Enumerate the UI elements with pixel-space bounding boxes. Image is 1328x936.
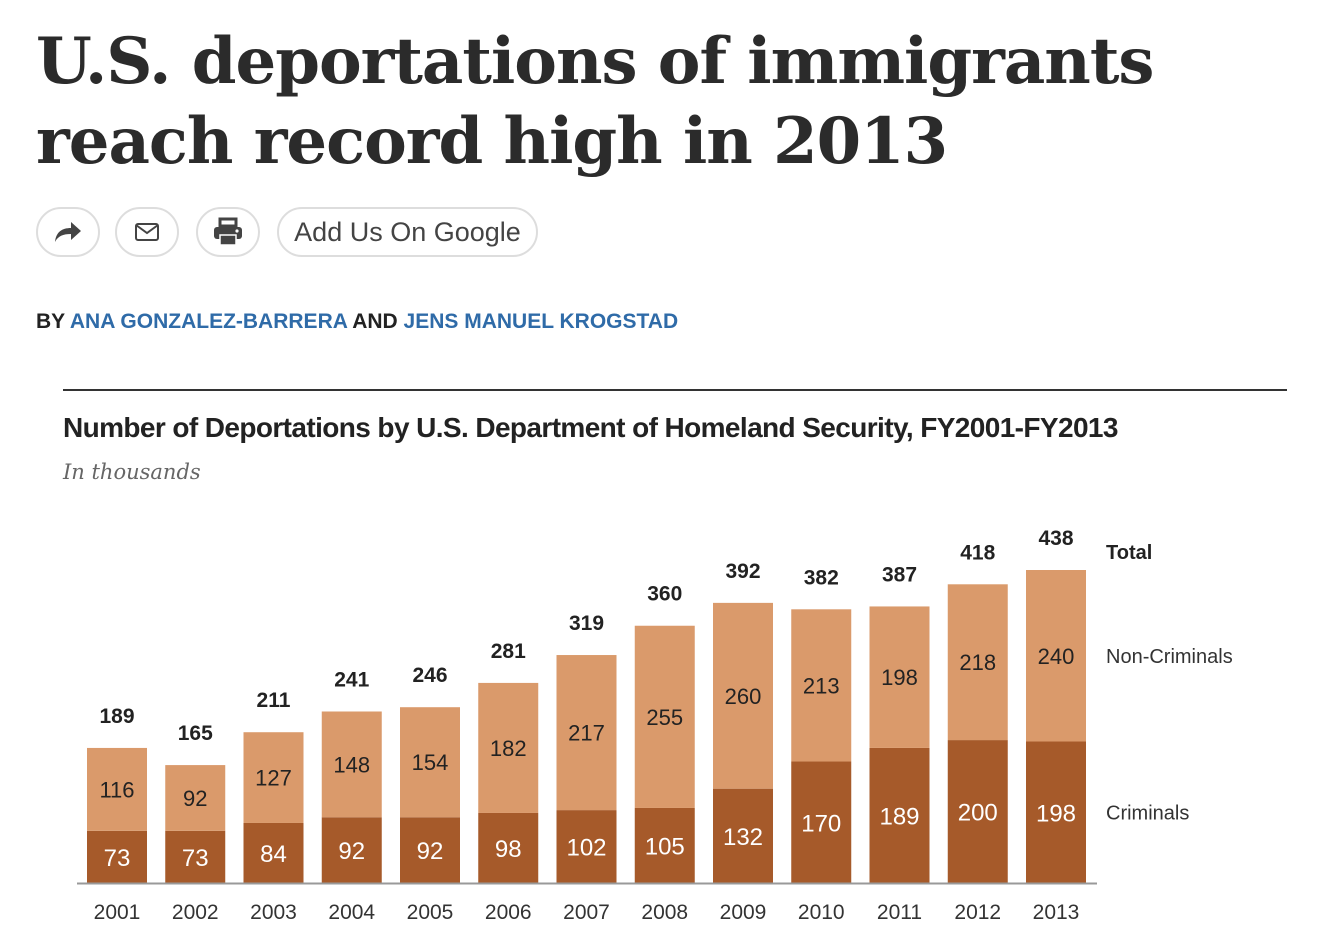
label-non-criminals: 218 bbox=[959, 650, 996, 675]
label-total: 211 bbox=[257, 689, 291, 712]
bar-criminals bbox=[321, 817, 382, 883]
bar-criminals bbox=[87, 830, 147, 883]
x-tick-label: 2012 bbox=[954, 901, 1001, 924]
label-non-criminals: 154 bbox=[412, 750, 449, 775]
label-non-criminals: 217 bbox=[568, 721, 605, 746]
x-tick-label: 2002 bbox=[172, 901, 219, 924]
bar-non-criminals bbox=[947, 584, 1008, 741]
label-non-criminals: 127 bbox=[255, 766, 292, 791]
bar-criminals bbox=[869, 747, 930, 883]
label-criminals: 92 bbox=[338, 838, 365, 865]
x-tick-label: 2013 bbox=[1033, 901, 1080, 924]
x-tick-label: 2005 bbox=[407, 901, 454, 924]
label-criminals: 73 bbox=[104, 845, 131, 872]
article-title: U.S. deportations of immigrants reach re… bbox=[36, 24, 1154, 179]
bar-non-criminals bbox=[869, 606, 930, 748]
bar-non-criminals bbox=[478, 682, 539, 813]
byline-by: BY bbox=[36, 310, 65, 333]
label-total: 438 bbox=[1038, 527, 1073, 550]
email-button[interactable] bbox=[115, 207, 179, 257]
label-non-criminals: 148 bbox=[333, 752, 370, 777]
bar-non-criminals bbox=[1026, 570, 1086, 742]
bar-non-criminals bbox=[556, 655, 617, 811]
x-tick-label: 2006 bbox=[485, 901, 532, 924]
x-tick-label: 2004 bbox=[328, 901, 375, 924]
label-criminals: 170 bbox=[801, 810, 841, 837]
bar-criminals bbox=[634, 807, 695, 883]
author-link-1[interactable]: ANA GONZALEZ-BARRERA bbox=[69, 310, 348, 333]
label-non-criminals: 240 bbox=[1038, 644, 1075, 669]
legend-non-criminals: Non-Criminals bbox=[1106, 646, 1233, 668]
bar-non-criminals bbox=[791, 609, 852, 762]
bar-non-criminals bbox=[634, 625, 695, 808]
label-non-criminals: 213 bbox=[803, 673, 840, 698]
chart-top-rule bbox=[63, 389, 1287, 391]
label-criminals: 73 bbox=[182, 845, 209, 872]
label-total: 360 bbox=[647, 583, 682, 606]
x-tick-label: 2008 bbox=[641, 901, 688, 924]
legend-total: Total bbox=[1106, 542, 1152, 564]
label-total: 319 bbox=[569, 612, 604, 635]
bar-non-criminals bbox=[400, 707, 460, 818]
label-criminals: 102 bbox=[566, 835, 606, 862]
chart-subtitle: In thousands bbox=[63, 460, 201, 484]
label-non-criminals: 182 bbox=[490, 736, 527, 761]
label-total: 189 bbox=[99, 705, 134, 728]
label-criminals: 98 bbox=[495, 836, 522, 863]
label-non-criminals: 260 bbox=[725, 684, 762, 709]
label-non-criminals: 255 bbox=[646, 705, 683, 730]
share-icon bbox=[55, 222, 81, 242]
share-button[interactable] bbox=[36, 207, 100, 257]
label-criminals: 189 bbox=[879, 803, 919, 830]
bar-non-criminals bbox=[165, 765, 226, 831]
label-criminals: 105 bbox=[645, 833, 685, 860]
label-criminals: 200 bbox=[958, 800, 998, 827]
label-total: 382 bbox=[804, 566, 839, 589]
bar-criminals bbox=[713, 788, 773, 883]
bar-non-criminals bbox=[713, 602, 773, 789]
label-total: 387 bbox=[882, 563, 917, 586]
bar-criminals bbox=[791, 761, 852, 883]
print-button[interactable] bbox=[196, 207, 260, 257]
label-total: 241 bbox=[334, 668, 369, 691]
label-non-criminals: 92 bbox=[183, 786, 207, 811]
label-total: 418 bbox=[960, 541, 995, 564]
bar-criminals bbox=[947, 740, 1008, 883]
add-us-on-google-button[interactable]: Add Us On Google bbox=[277, 207, 538, 257]
bar-non-criminals bbox=[87, 747, 147, 831]
label-criminals: 92 bbox=[417, 838, 444, 865]
bar-criminals bbox=[400, 817, 460, 883]
bar-criminals bbox=[165, 830, 226, 883]
label-criminals: 198 bbox=[1036, 800, 1076, 827]
label-criminals: 132 bbox=[723, 824, 763, 851]
x-tick-label: 2001 bbox=[94, 901, 141, 924]
chart-title: Number of Deportations by U.S. Departmen… bbox=[63, 412, 1118, 443]
author-link-2[interactable]: JENS MANUEL KROGSTAD bbox=[403, 310, 679, 333]
x-tick-label: 2010 bbox=[798, 901, 845, 924]
print-icon bbox=[214, 217, 242, 246]
label-non-criminals: 116 bbox=[99, 777, 134, 802]
email-icon bbox=[135, 223, 159, 241]
label-non-criminals: 198 bbox=[881, 665, 918, 690]
x-tick-label: 2003 bbox=[250, 901, 297, 924]
bar-criminals bbox=[478, 812, 539, 883]
label-total: 281 bbox=[491, 640, 526, 663]
byline: BY ANA GONZALEZ-BARRERA AND JENS MANUEL … bbox=[36, 310, 678, 334]
x-tick-label: 2007 bbox=[563, 901, 610, 924]
x-tick-label: 2009 bbox=[720, 901, 767, 924]
bar-non-criminals bbox=[321, 711, 382, 818]
bar-criminals bbox=[243, 822, 304, 883]
label-total: 165 bbox=[178, 722, 213, 745]
bar-non-criminals bbox=[243, 732, 304, 823]
bar-criminals bbox=[1026, 741, 1086, 883]
label-criminals: 84 bbox=[260, 841, 287, 868]
bar-criminals bbox=[556, 810, 617, 883]
label-total: 392 bbox=[725, 560, 760, 583]
legend-criminals: Criminals bbox=[1106, 802, 1189, 824]
x-tick-label: 2011 bbox=[877, 901, 922, 924]
byline-and: AND bbox=[352, 310, 398, 333]
label-total: 246 bbox=[412, 664, 447, 687]
